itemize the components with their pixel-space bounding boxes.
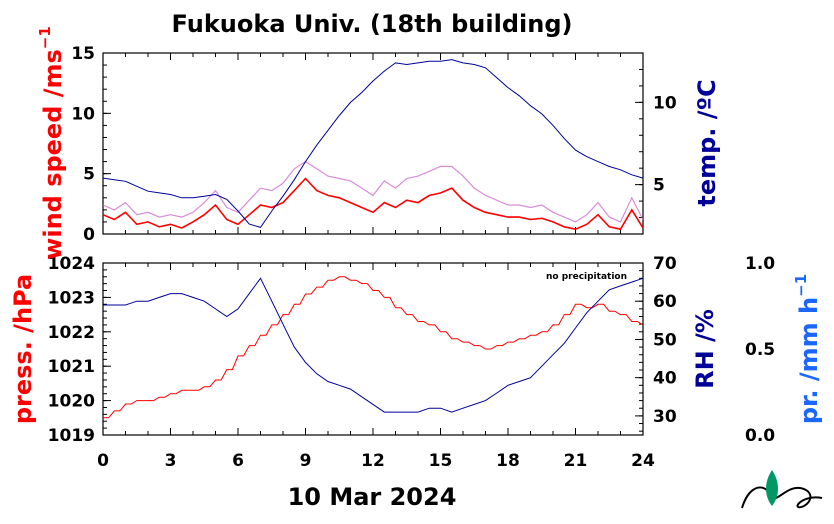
press-axis-tick-label-1023: 1023 xyxy=(48,288,95,308)
precip-tick-label-0.0: 0.0 xyxy=(745,426,775,446)
x-tick-label-18: 18 xyxy=(496,451,520,471)
press-axis-tick-label-1024: 1024 xyxy=(48,254,95,274)
rh-axis-tick-label-30: 30 xyxy=(653,407,677,427)
wind-axis-tick-label-10: 10 xyxy=(71,104,95,124)
logo-leaf xyxy=(766,470,778,506)
x-tick-label-0: 0 xyxy=(97,451,109,471)
top-right-axis-ticks: 5 10 xyxy=(635,52,677,235)
precip-axis-title-sup: −1 xyxy=(792,274,810,297)
series-pressure-line xyxy=(103,276,644,419)
humidity-axis-title: RH /% xyxy=(691,309,719,389)
x-tick-label-12: 12 xyxy=(361,451,385,471)
bottom-x-axis-ticks: 0 3 6 9 12 15 18 21 24 xyxy=(97,263,655,471)
temp-axis-tick-label-5: 5 xyxy=(653,176,665,196)
x-tick-label-6: 6 xyxy=(232,451,244,471)
press-axis-tick-label-1019: 1019 xyxy=(48,426,95,446)
bottom-left-axis-ticks: 1019 1020 1021 1022 1023 1024 xyxy=(48,254,111,446)
series-wind-gust-line xyxy=(102,160,644,223)
logo xyxy=(741,470,823,509)
wind-axis-tick-label-0: 0 xyxy=(83,225,95,245)
wind-speed-axis-title-sup: −1 xyxy=(36,26,54,49)
top-x-axis-ticks xyxy=(102,53,644,234)
temp-axis-tick-label-10: 10 xyxy=(653,93,677,113)
series-wind-speed-line xyxy=(102,177,644,231)
bottom-panel-frame xyxy=(102,262,644,436)
temperature-axis-title: temp. /ºC xyxy=(693,79,721,206)
precip-axis-title: pr. /mm h−1 xyxy=(792,274,824,424)
rh-axis-tick-label-40: 40 xyxy=(653,369,677,389)
logo-swoosh xyxy=(741,486,823,509)
precip-tick-label-1.0: 1.0 xyxy=(745,254,775,274)
pressure-axis-title: press. /hPa xyxy=(9,274,37,424)
series-temperature-line xyxy=(102,59,644,228)
top-panel-frame xyxy=(102,52,644,235)
no-precipitation-note: no precipitation xyxy=(546,272,627,282)
x-tick-label-15: 15 xyxy=(429,451,453,471)
top-left-axis-ticks: 0 5 10 15 xyxy=(71,44,111,245)
chart-date: 10 Mar 2024 xyxy=(288,483,457,511)
press-axis-tick-label-1021: 1021 xyxy=(48,357,95,377)
rh-axis-tick-label-60: 60 xyxy=(653,292,677,312)
press-axis-tick-label-1022: 1022 xyxy=(48,323,95,343)
wind-axis-tick-label-15: 15 xyxy=(71,44,95,64)
x-tick-label-3: 3 xyxy=(165,451,177,471)
wind-axis-tick-label-5: 5 xyxy=(83,165,95,185)
series-humidity-line xyxy=(103,277,644,413)
x-tick-label-24: 24 xyxy=(631,451,655,471)
precip-axis-ticks: 0.0 0.5 1.0 xyxy=(745,254,775,446)
chart-title: Fukuoka Univ. (18th building) xyxy=(172,10,573,38)
rh-axis-tick-label-50: 50 xyxy=(653,330,677,350)
bottom-right-axis-ticks: 30 40 50 60 70 xyxy=(635,254,677,432)
x-tick-label-9: 9 xyxy=(300,451,312,471)
rh-axis-tick-label-70: 70 xyxy=(653,254,677,274)
precip-axis-title-text: pr. /mm h xyxy=(795,297,823,424)
x-tick-label-21: 21 xyxy=(564,451,588,471)
press-axis-tick-label-1020: 1020 xyxy=(48,392,95,412)
wind-speed-axis-title: wind speed /ms−1 xyxy=(36,26,68,260)
wind-speed-axis-title-text: wind speed /ms xyxy=(39,49,67,260)
precip-tick-label-0.5: 0.5 xyxy=(745,340,775,360)
